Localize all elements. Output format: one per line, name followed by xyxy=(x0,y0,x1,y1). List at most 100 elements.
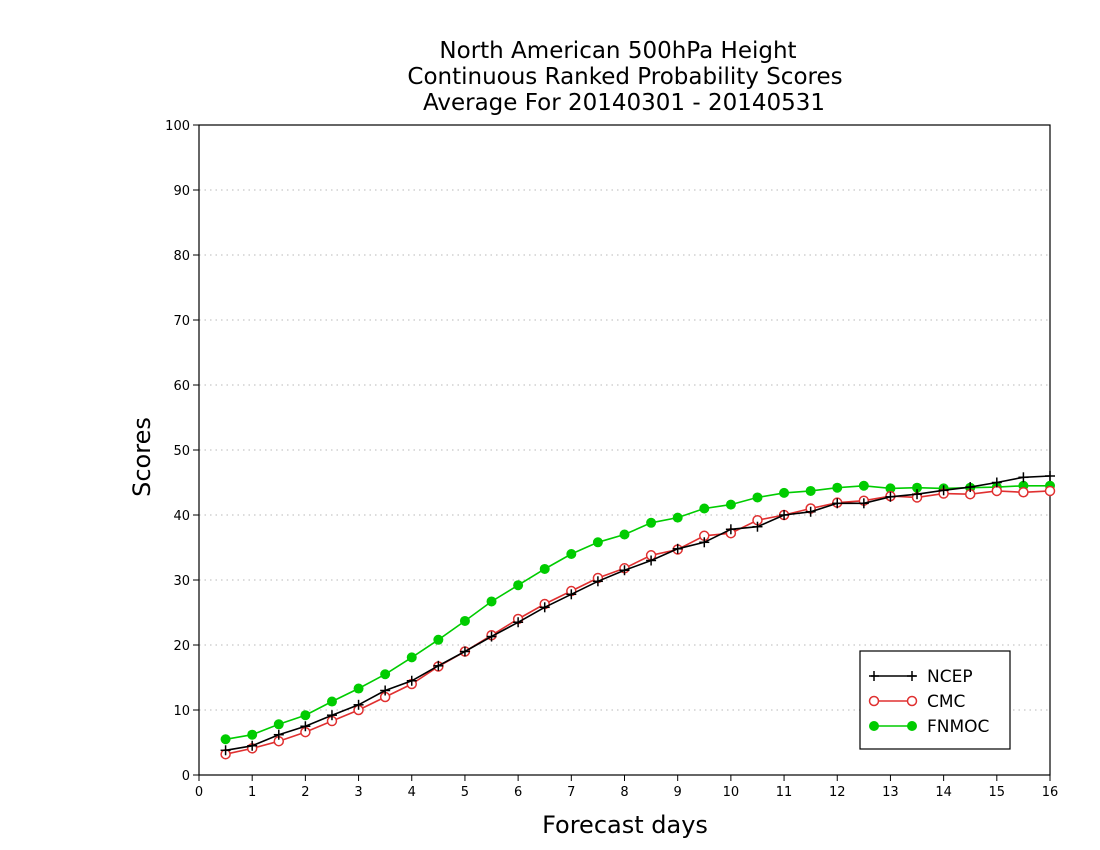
point-ncep xyxy=(326,710,337,721)
point-ncep xyxy=(805,506,816,517)
legend-item-fnmoc: FNMOC xyxy=(869,717,989,737)
x-tick-label: 2 xyxy=(301,785,309,800)
point-cmc xyxy=(1044,485,1056,497)
point-fnmoc xyxy=(380,669,391,680)
y-tick-label: 100 xyxy=(165,119,190,134)
legend-item-cmc: CMC xyxy=(868,692,965,712)
x-tick-label: 5 xyxy=(461,785,469,800)
y-tick-label: 80 xyxy=(173,249,190,264)
point-fnmoc xyxy=(592,537,603,548)
point-ncep xyxy=(300,721,311,732)
y-tick-label: 40 xyxy=(173,509,190,524)
gridlines xyxy=(199,189,1050,711)
point-fnmoc xyxy=(858,480,869,491)
point-ncep xyxy=(566,589,577,600)
point-fnmoc xyxy=(459,615,470,626)
point-fnmoc xyxy=(805,485,816,496)
legend-marker-ncep xyxy=(907,671,917,681)
point-ncep xyxy=(1045,471,1055,481)
point-ncep xyxy=(646,555,657,566)
y-tick-label: 10 xyxy=(173,704,190,719)
point-ncep xyxy=(938,485,949,496)
x-tick-label: 7 xyxy=(567,785,575,800)
point-ncep xyxy=(672,543,683,554)
point-ncep xyxy=(725,524,736,535)
y-tick-label: 60 xyxy=(173,379,190,394)
point-fnmoc xyxy=(539,563,550,574)
point-fnmoc xyxy=(779,487,790,498)
title-line-2: Continuous Ranked Probability Scores xyxy=(407,64,842,90)
point-ncep xyxy=(885,491,896,502)
title-line-3: Average For 20140301 - 20140531 xyxy=(423,90,825,116)
x-axis-label: Forecast days xyxy=(542,811,708,839)
y-tick-label: 90 xyxy=(173,184,190,199)
point-cmc xyxy=(991,485,1003,497)
x-tick-label: 3 xyxy=(354,785,362,800)
point-ncep xyxy=(273,729,284,740)
legend-marker-ncep xyxy=(869,671,879,681)
point-fnmoc xyxy=(699,503,710,514)
point-ncep xyxy=(699,537,710,548)
point-ncep xyxy=(353,699,364,710)
point-fnmoc xyxy=(725,499,736,510)
point-fnmoc xyxy=(672,512,683,523)
legend-marker-cmc xyxy=(906,695,918,707)
point-ncep xyxy=(619,565,630,576)
x-tick-label: 6 xyxy=(514,785,522,800)
point-fnmoc xyxy=(300,710,311,721)
point-ncep xyxy=(380,685,391,696)
point-ncep xyxy=(752,521,763,532)
chart-title: North American 500hPa Height Continuous … xyxy=(407,38,842,116)
point-ncep xyxy=(433,660,444,671)
y-tick-label: 30 xyxy=(173,574,190,589)
x-tick-label: 16 xyxy=(1042,785,1059,800)
point-fnmoc xyxy=(912,482,923,493)
x-tick-label: 9 xyxy=(674,785,682,800)
point-ncep xyxy=(220,745,231,756)
y-tick-label: 0 xyxy=(182,769,190,784)
point-fnmoc xyxy=(326,696,337,707)
point-cmc xyxy=(1018,487,1029,498)
point-fnmoc xyxy=(486,596,497,607)
point-ncep xyxy=(991,477,1002,488)
x-tick-label: 12 xyxy=(829,785,846,800)
point-ncep xyxy=(965,482,976,493)
point-ncep xyxy=(406,675,417,686)
legend-label-fnmoc: FNMOC xyxy=(927,717,989,737)
y-tick-label: 20 xyxy=(173,639,190,654)
y-tick-label: 50 xyxy=(173,444,190,459)
x-tick-label: 1 xyxy=(248,785,256,800)
x-tick-label: 13 xyxy=(882,785,899,800)
point-fnmoc xyxy=(832,482,843,493)
x-tick-label: 10 xyxy=(723,785,740,800)
point-ncep xyxy=(539,602,550,613)
legend-marker-cmc xyxy=(868,695,880,707)
point-fnmoc xyxy=(220,734,231,745)
point-fnmoc xyxy=(885,483,896,494)
x-tick-label: 8 xyxy=(620,785,628,800)
legend-box xyxy=(859,650,1011,750)
legend-marker-fnmoc xyxy=(869,721,879,731)
point-ncep xyxy=(247,740,258,751)
point-fnmoc xyxy=(273,719,284,730)
x-tick-label: 14 xyxy=(935,785,952,800)
legend-marker-fnmoc xyxy=(907,721,917,731)
point-fnmoc xyxy=(353,683,364,694)
x-tick-label: 4 xyxy=(408,785,416,800)
point-ncep xyxy=(779,510,790,520)
x-tick-label: 11 xyxy=(776,785,793,800)
point-fnmoc xyxy=(646,517,657,528)
point-fnmoc xyxy=(513,580,524,591)
point-fnmoc xyxy=(406,652,417,663)
point-ncep xyxy=(592,576,603,587)
series-ncep xyxy=(220,471,1055,756)
title-line-1: North American 500hPa Height xyxy=(439,38,796,64)
point-fnmoc xyxy=(433,634,444,645)
x-axis: 0 1 2 3 4 5 6 7 8 9 10 11 12 13 14 15 16 xyxy=(195,775,1058,800)
point-ncep xyxy=(858,498,869,509)
legend: NCEP CMC FNMOC xyxy=(859,650,1011,750)
point-ncep xyxy=(912,489,923,500)
y-axis: 0 10 20 30 40 50 60 70 80 90 100 xyxy=(165,119,199,784)
point-ncep xyxy=(486,631,497,642)
